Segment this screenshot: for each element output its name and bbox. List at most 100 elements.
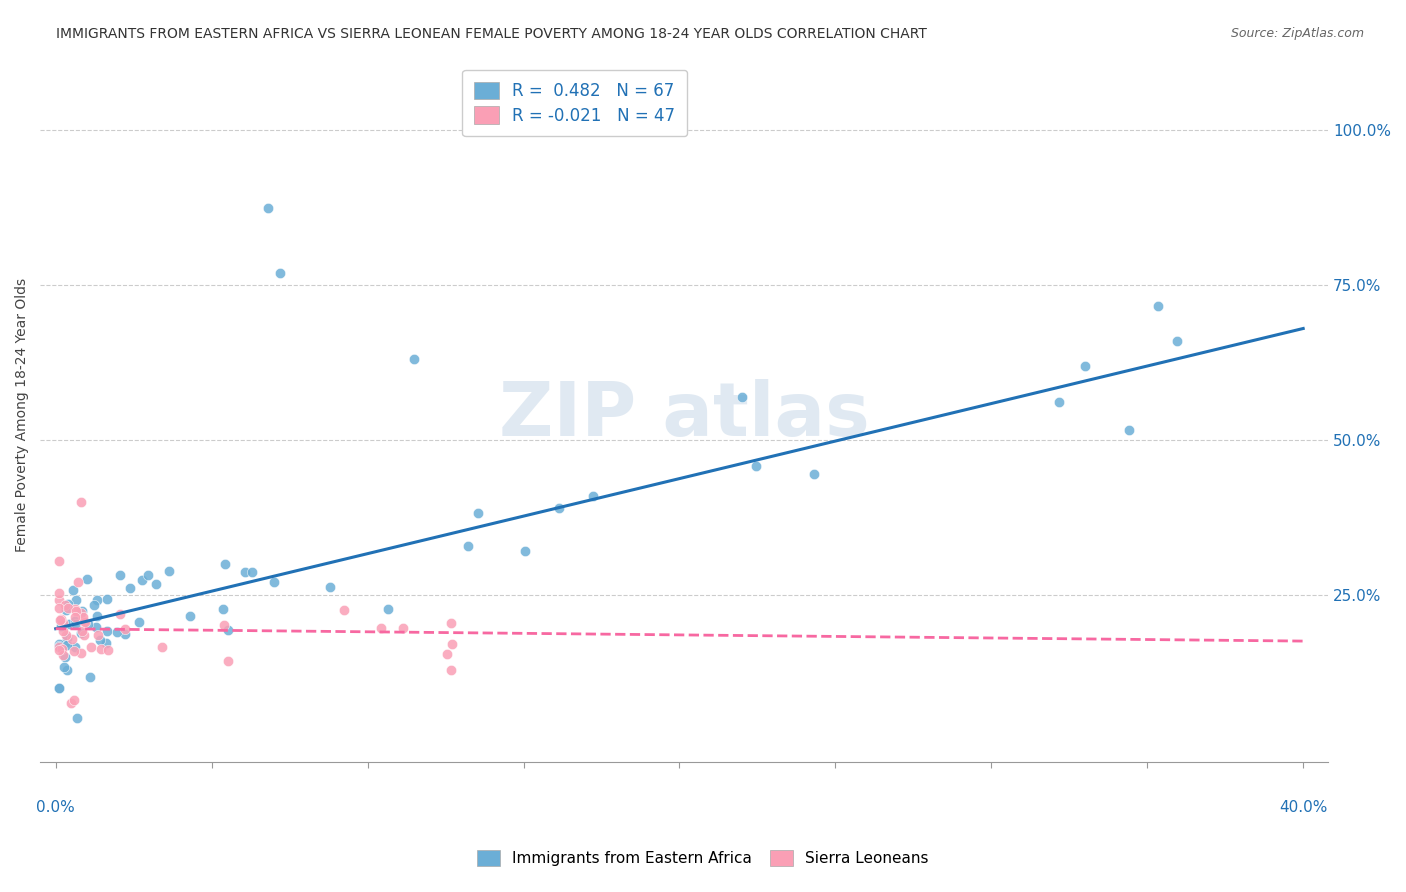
Point — [70, 626, 93, 640]
Point — [56, 631, 79, 645]
Point — [404, 352, 426, 367]
Point — [370, 621, 392, 635]
Point — [63, 615, 86, 629]
Point — [233, 565, 256, 579]
Legend: Immigrants from Eastern Africa, Sierra Leoneans: Immigrants from Eastern Africa, Sierra L… — [468, 841, 938, 875]
Point — [69, 495, 91, 509]
Point — [56, 638, 79, 652]
Point — [377, 602, 399, 616]
Point — [60, 696, 83, 710]
Point — [63, 640, 86, 654]
Point — [48, 681, 70, 696]
Point — [55, 603, 77, 617]
Point — [48, 586, 70, 600]
Point — [53, 660, 76, 674]
Point — [439, 616, 461, 631]
Point — [48, 637, 70, 651]
Point — [440, 663, 463, 677]
Point — [1074, 359, 1097, 373]
Point — [1166, 334, 1188, 349]
Point — [145, 576, 167, 591]
Point — [53, 598, 76, 612]
Point — [69, 646, 91, 660]
Point — [65, 592, 87, 607]
Point — [49, 613, 72, 627]
Point — [72, 615, 94, 629]
Point — [52, 648, 75, 663]
Point — [97, 643, 120, 657]
Point — [48, 593, 70, 607]
Point — [332, 603, 354, 617]
Point — [58, 597, 80, 611]
Point — [96, 624, 118, 638]
Point — [52, 615, 75, 630]
Point — [89, 632, 111, 647]
Point — [96, 592, 118, 607]
Y-axis label: Female Poverty Among 18-24 Year Olds: Female Poverty Among 18-24 Year Olds — [15, 278, 30, 552]
Text: 40.0%: 40.0% — [1279, 800, 1327, 815]
Point — [263, 575, 285, 590]
Point — [211, 602, 233, 616]
Point — [58, 617, 80, 632]
Point — [105, 625, 128, 640]
Point — [467, 506, 489, 520]
Point — [745, 459, 768, 474]
Point — [56, 664, 79, 678]
Point — [66, 711, 89, 725]
Point — [319, 580, 342, 594]
Point — [84, 620, 107, 634]
Point — [94, 636, 117, 650]
Point — [49, 611, 72, 625]
Text: ZIP atlas: ZIP atlas — [499, 378, 869, 451]
Point — [63, 602, 86, 616]
Text: IMMIGRANTS FROM EASTERN AFRICA VS SIERRA LEONEAN FEMALE POVERTY AMONG 18-24 YEAR: IMMIGRANTS FROM EASTERN AFRICA VS SIERRA… — [56, 27, 927, 41]
Point — [131, 573, 153, 587]
Point — [55, 628, 77, 642]
Point — [1147, 299, 1170, 313]
Point — [53, 649, 76, 664]
Point — [63, 693, 86, 707]
Point — [515, 543, 537, 558]
Point — [70, 604, 93, 618]
Point — [114, 627, 136, 641]
Point — [83, 598, 105, 612]
Point — [157, 565, 180, 579]
Point — [214, 557, 236, 571]
Point — [457, 539, 479, 553]
Point — [214, 618, 236, 632]
Point — [62, 632, 84, 647]
Point — [76, 572, 98, 586]
Point — [114, 622, 136, 636]
Point — [48, 601, 70, 615]
Point — [77, 616, 100, 631]
Point — [581, 489, 603, 503]
Point — [70, 624, 93, 638]
Point — [48, 554, 70, 568]
Point — [86, 593, 108, 607]
Point — [65, 604, 87, 618]
Point — [440, 637, 463, 651]
Text: 0.0%: 0.0% — [37, 800, 75, 815]
Point — [62, 644, 84, 658]
Point — [48, 640, 70, 655]
Point — [63, 610, 86, 624]
Point — [731, 390, 754, 404]
Point — [51, 642, 73, 657]
Point — [1047, 394, 1070, 409]
Point — [240, 565, 263, 579]
Point — [256, 201, 278, 215]
Point — [72, 610, 94, 624]
Point — [62, 583, 84, 598]
Point — [392, 621, 415, 635]
Point — [48, 639, 70, 653]
Point — [110, 607, 132, 621]
Point — [803, 467, 825, 482]
Point — [48, 642, 70, 657]
Point — [80, 640, 103, 654]
Point — [48, 681, 70, 695]
Point — [436, 648, 458, 662]
Point — [65, 617, 87, 632]
Legend: R =  0.482   N = 67, R = -0.021   N = 47: R = 0.482 N = 67, R = -0.021 N = 47 — [463, 70, 688, 136]
Point — [269, 266, 291, 280]
Point — [79, 670, 101, 684]
